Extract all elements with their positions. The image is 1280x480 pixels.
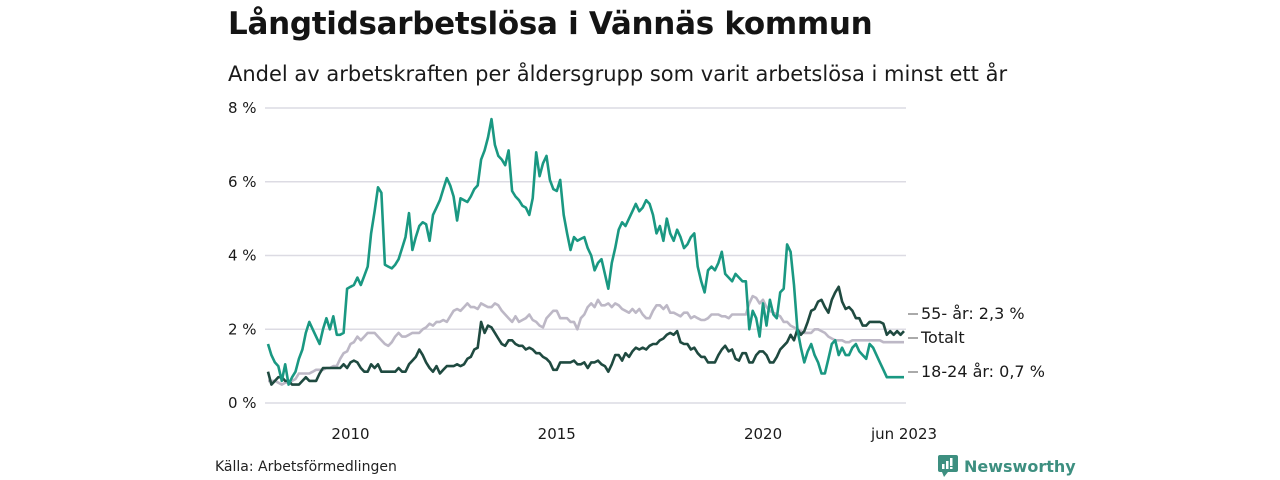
x-tick-label: 2015 (538, 425, 576, 443)
end-label: 18-24 år: 0,7 % (921, 362, 1045, 381)
chart-title: Långtidsarbetslösa i Vännäs kommun (228, 6, 873, 42)
y-tick-label: 4 % (228, 247, 257, 265)
gridlines (265, 107, 906, 404)
y-tick-label: 2 % (228, 320, 257, 338)
y-tick-label: 0 % (228, 394, 257, 412)
y-tick-label: 8 % (228, 99, 257, 117)
brand-logo[interactable]: Newsworthy (938, 455, 1076, 477)
series-line-18-24-r (266, 117, 904, 386)
x-tick-label: 2010 (331, 425, 369, 443)
end-label: Totalt (920, 328, 965, 347)
end-labels: 55- år: 2,3 % Totalt 18-24 år: 0,7 % (908, 304, 1045, 381)
x-axis-ticks: 2010 2015 2020 jun 2023 (331, 425, 937, 443)
y-tick-label: 6 % (228, 173, 257, 191)
x-tick-label: jun 2023 (870, 425, 937, 443)
end-label: 55- år: 2,3 % (921, 304, 1025, 323)
brand-name: Newsworthy (964, 456, 1076, 476)
y-axis-ticks: 0 % 2 % 4 % 6 % 8 % (228, 99, 257, 412)
x-tick-label: 2020 (744, 425, 782, 443)
newsworthy-logo-icon (938, 455, 958, 477)
series-lines (266, 117, 905, 386)
chart-subtitle: Andel av arbetskraften per åldersgrupp s… (228, 62, 1008, 86)
source-note: Källa: Arbetsförmedlingen (215, 459, 397, 475)
